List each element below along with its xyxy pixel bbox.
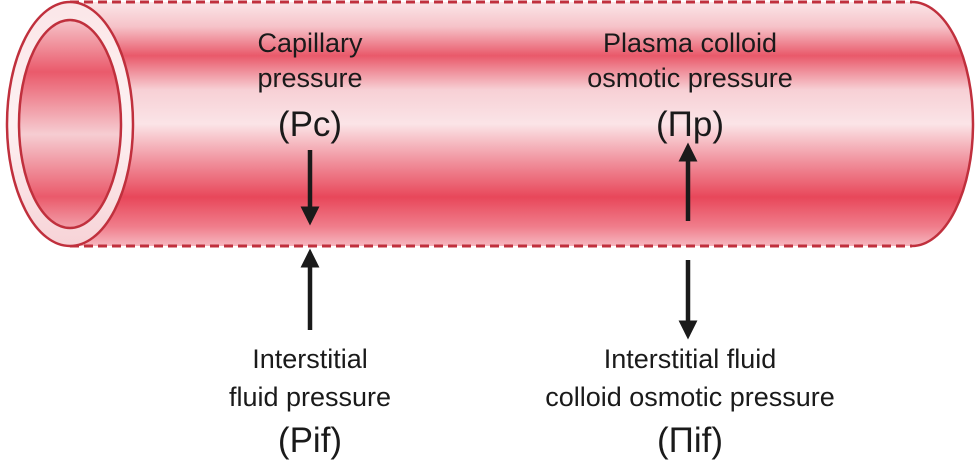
capillary-vessel <box>5 0 975 248</box>
plasma-colloid-osmotic-pressure-group: Plasma colloid osmotic pressure (Πp) <box>587 28 793 221</box>
capillary-pressure-label-line1: Capillary <box>257 28 363 58</box>
vessel-right-end <box>911 0 975 248</box>
plasma-colloid-symbol: (Πp) <box>656 105 724 144</box>
capillary-pressure-symbol: (Pc) <box>278 105 342 144</box>
vessel-body <box>70 2 973 246</box>
interstitial-colloid-label-line2: colloid osmotic pressure <box>545 382 835 412</box>
capillary-pressure-group: Capillary pressure (Pc) <box>257 28 363 226</box>
interstitial-colloid-symbol: (Πif) <box>657 421 723 460</box>
interstitial-fluid-pressure-label-line2: fluid pressure <box>229 382 391 412</box>
interstitial-colloid-label-line1: Interstitial fluid <box>604 344 777 374</box>
interstitial-fluid-pressure-group: Interstitial fluid pressure (Pif) <box>229 248 391 460</box>
plasma-colloid-label-line2: osmotic pressure <box>587 63 793 93</box>
capillary-pressure-label-line2: pressure <box>257 63 362 93</box>
interstitial-fluid-pressure-symbol: (Pif) <box>278 421 342 460</box>
plasma-colloid-label-line1: Plasma colloid <box>603 28 777 58</box>
interstitial-colloid-osmotic-pressure-group: Interstitial fluid colloid osmotic press… <box>545 260 835 460</box>
vessel-lumen <box>17 18 123 230</box>
interstitial-fluid-pressure-label-line1: Interstitial <box>252 344 368 374</box>
